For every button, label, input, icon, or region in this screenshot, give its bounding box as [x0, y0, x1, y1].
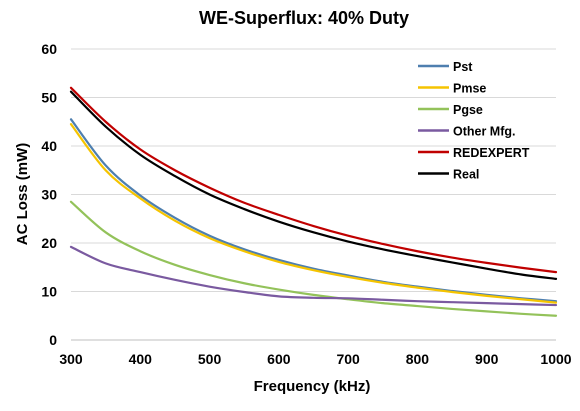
x-tick-label: 400 — [129, 351, 153, 367]
series-line-other-mfg — [69, 245, 558, 307]
series-line-redexpert — [69, 86, 558, 274]
y-tick-label: 20 — [41, 235, 57, 251]
legend-label-real: Real — [453, 168, 479, 182]
x-tick-label: 800 — [406, 351, 430, 367]
y-tick-label: 30 — [41, 187, 57, 203]
legend-label-pst: Pst — [453, 60, 473, 74]
x-tick-label: 900 — [475, 351, 499, 367]
x-tick-label: 1000 — [540, 351, 571, 367]
y-tick-label: 60 — [41, 41, 57, 57]
series-line-pgse — [69, 200, 558, 317]
chart-title: WE-Superflux: 40% Duty — [199, 8, 409, 28]
legend: Pst Pmse Pgse Other Mfg. REDEXPERT Real — [418, 60, 530, 182]
x-axis-label: Frequency (kHz) — [254, 378, 371, 395]
series-line-pmse — [69, 123, 558, 304]
grid — [71, 48, 556, 292]
x-tick-label: 600 — [267, 351, 291, 367]
x-tick-labels: 300 400 500 600 700 800 900 1000 — [59, 351, 571, 367]
legend-label-pgse: Pgse — [453, 103, 483, 117]
y-tick-labels: 0 10 20 30 40 50 60 — [41, 41, 57, 348]
x-tick-label: 500 — [198, 351, 222, 367]
legend-label-redexpert: REDEXPERT — [453, 146, 530, 160]
y-tick-label: 10 — [41, 284, 57, 300]
legend-label-other-mfg: Other Mfg. — [453, 125, 516, 139]
y-tick-label: 50 — [41, 90, 57, 106]
y-tick-label: 40 — [41, 138, 57, 154]
y-tick-label: 0 — [49, 332, 57, 348]
series-lines — [69, 86, 558, 317]
x-tick-label: 300 — [59, 351, 83, 367]
y-axis-label: AC Loss (mW) — [14, 143, 31, 246]
series-line-real — [69, 90, 558, 280]
x-tick-label: 700 — [336, 351, 360, 367]
legend-label-pmse: Pmse — [453, 82, 486, 96]
